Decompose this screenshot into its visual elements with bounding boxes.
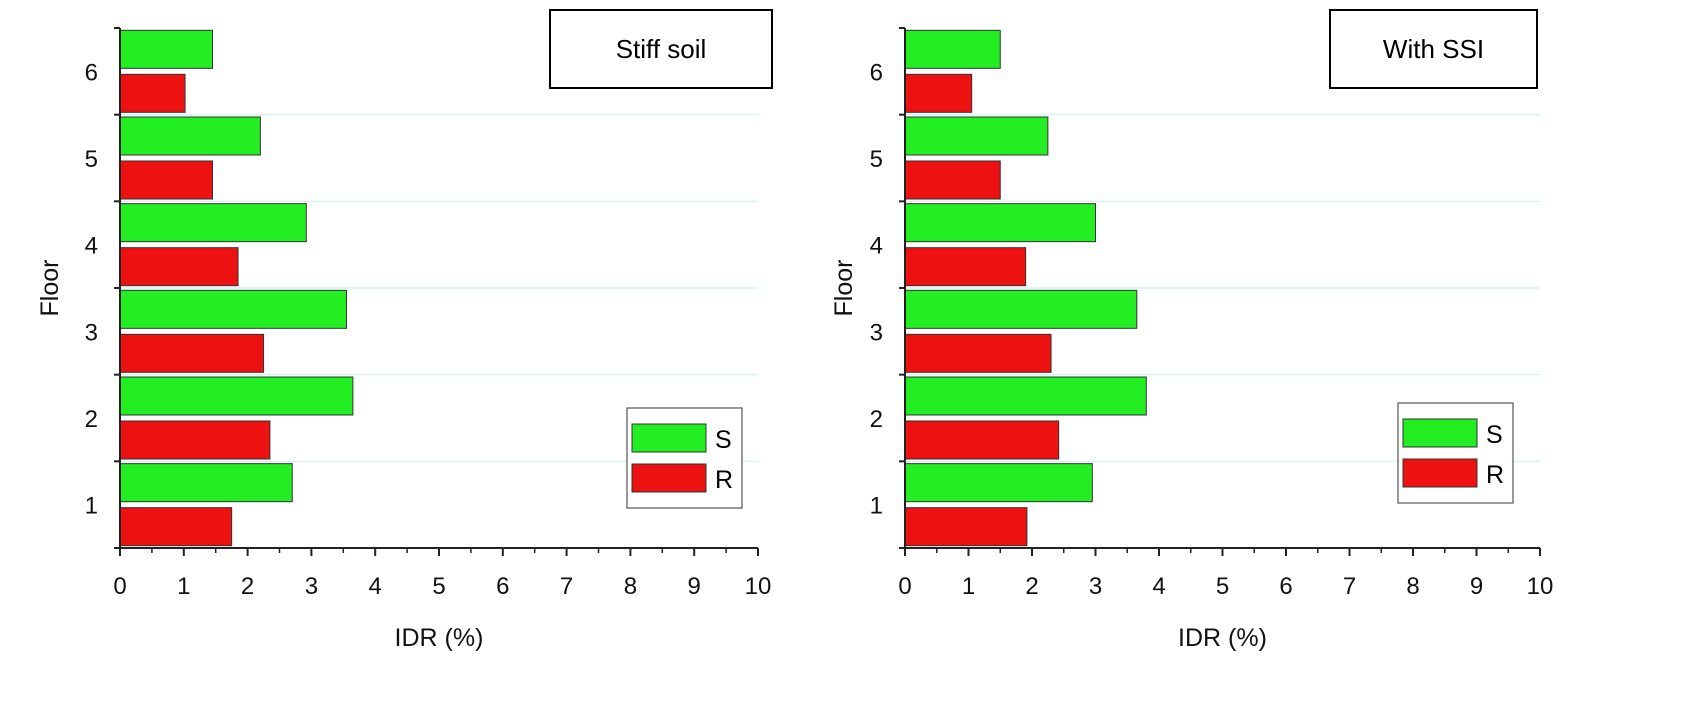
x-tick-label: 3 bbox=[305, 573, 318, 600]
legend-swatch-r bbox=[1402, 458, 1478, 488]
legend-label: R bbox=[1486, 461, 1504, 489]
x-tick-label: 5 bbox=[1216, 573, 1229, 600]
x-tick-label: 1 bbox=[177, 573, 190, 600]
bar-r-floor-1 bbox=[904, 507, 1028, 547]
legend-label: S bbox=[1486, 421, 1503, 449]
bar-s-floor-1 bbox=[119, 463, 293, 503]
x-tick-label: 3 bbox=[1089, 573, 1102, 600]
legend: SR bbox=[626, 407, 743, 509]
x-tick-label: 6 bbox=[496, 573, 509, 600]
annotation-box bbox=[1329, 9, 1538, 89]
bar-r-floor-2 bbox=[904, 420, 1060, 460]
bar-r-floor-6 bbox=[119, 73, 186, 113]
y-tick-label: 1 bbox=[85, 493, 98, 520]
x-tick-label: 7 bbox=[560, 573, 573, 600]
annotation-text: Stiff soil bbox=[616, 34, 707, 64]
y-tick-label: 6 bbox=[870, 59, 883, 86]
bar-r-floor-4 bbox=[904, 247, 1027, 287]
bar-r-floor-3 bbox=[904, 333, 1052, 373]
x-tick-label: 4 bbox=[1152, 573, 1165, 600]
y-tick-label: 5 bbox=[870, 146, 883, 173]
y-tick-label: 6 bbox=[85, 59, 98, 86]
bar-s-floor-6 bbox=[119, 29, 214, 69]
y-tick-label: 3 bbox=[85, 319, 98, 346]
y-tick-label: 4 bbox=[85, 233, 98, 260]
y-tick-label: 2 bbox=[85, 406, 98, 433]
bar-r-floor-3 bbox=[119, 333, 265, 373]
x-tick-label: 7 bbox=[1343, 573, 1356, 600]
x-tick-label: 5 bbox=[432, 573, 445, 600]
chart-panel-1: 1 2 3 4 5 6 0 1 2 3 4 5 6 7 8 9 10 IDR (%) Floor Stiff soil… bbox=[36, 9, 773, 652]
legend-swatch-r bbox=[631, 463, 707, 493]
x-axis-title: IDR (%) bbox=[395, 624, 484, 652]
x-tick-label: 0 bbox=[113, 573, 126, 600]
bar-s-floor-3 bbox=[904, 289, 1138, 329]
x-tick-label: 10 bbox=[745, 573, 772, 600]
x-tick-label: 8 bbox=[1406, 573, 1419, 600]
x-tick-label: 2 bbox=[1025, 573, 1038, 600]
y-tick-label: 1 bbox=[870, 493, 883, 520]
bar-s-floor-3 bbox=[119, 289, 347, 329]
bar-r-floor-6 bbox=[904, 73, 973, 113]
bar-s-floor-2 bbox=[119, 376, 354, 416]
bar-r-floor-5 bbox=[119, 160, 214, 200]
annotation-text: With SSI bbox=[1383, 34, 1484, 64]
legend-label: S bbox=[715, 426, 732, 454]
x-tick-label: 9 bbox=[688, 573, 701, 600]
bar-s-floor-5 bbox=[904, 116, 1049, 156]
legend: SR bbox=[1397, 402, 1514, 504]
y-axis-title: Floor bbox=[830, 260, 858, 317]
y-axis-title: Floor bbox=[36, 260, 64, 317]
bar-s-floor-6 bbox=[904, 29, 1001, 69]
bar-s-floor-2 bbox=[904, 376, 1147, 416]
chart-panel-2: 1 2 3 4 5 6 0 1 2 3 4 5 6 7 8 9 10 IDR (%) Floor With SSI SR bbox=[830, 9, 1554, 652]
bar-r-floor-5 bbox=[904, 160, 1001, 200]
legend-swatch-s bbox=[1402, 418, 1478, 448]
x-axis-title: IDR (%) bbox=[1178, 624, 1267, 652]
y-tick-label: 2 bbox=[870, 406, 883, 433]
bar-s-floor-4 bbox=[119, 203, 307, 243]
bar-s-floor-5 bbox=[119, 116, 261, 156]
bar-s-floor-1 bbox=[904, 463, 1093, 503]
x-tick-label: 4 bbox=[369, 573, 382, 600]
bar-r-floor-1 bbox=[119, 507, 233, 547]
y-tick-label: 5 bbox=[85, 146, 98, 173]
x-tick-label: 8 bbox=[624, 573, 637, 600]
bar-r-floor-2 bbox=[119, 420, 271, 460]
x-tick-label: 9 bbox=[1470, 573, 1483, 600]
x-tick-label: 10 bbox=[1527, 573, 1554, 600]
bar-r-floor-4 bbox=[119, 247, 239, 287]
annotation-box bbox=[549, 9, 773, 89]
y-tick-label: 3 bbox=[870, 319, 883, 346]
bar-s-floor-4 bbox=[904, 203, 1096, 243]
x-tick-label: 1 bbox=[962, 573, 975, 600]
x-tick-label: 2 bbox=[241, 573, 254, 600]
x-tick-label: 0 bbox=[898, 573, 911, 600]
x-tick-label: 6 bbox=[1279, 573, 1292, 600]
y-tick-label: 4 bbox=[870, 233, 883, 260]
legend-swatch-s bbox=[631, 423, 707, 453]
legend-label: R bbox=[715, 466, 733, 494]
